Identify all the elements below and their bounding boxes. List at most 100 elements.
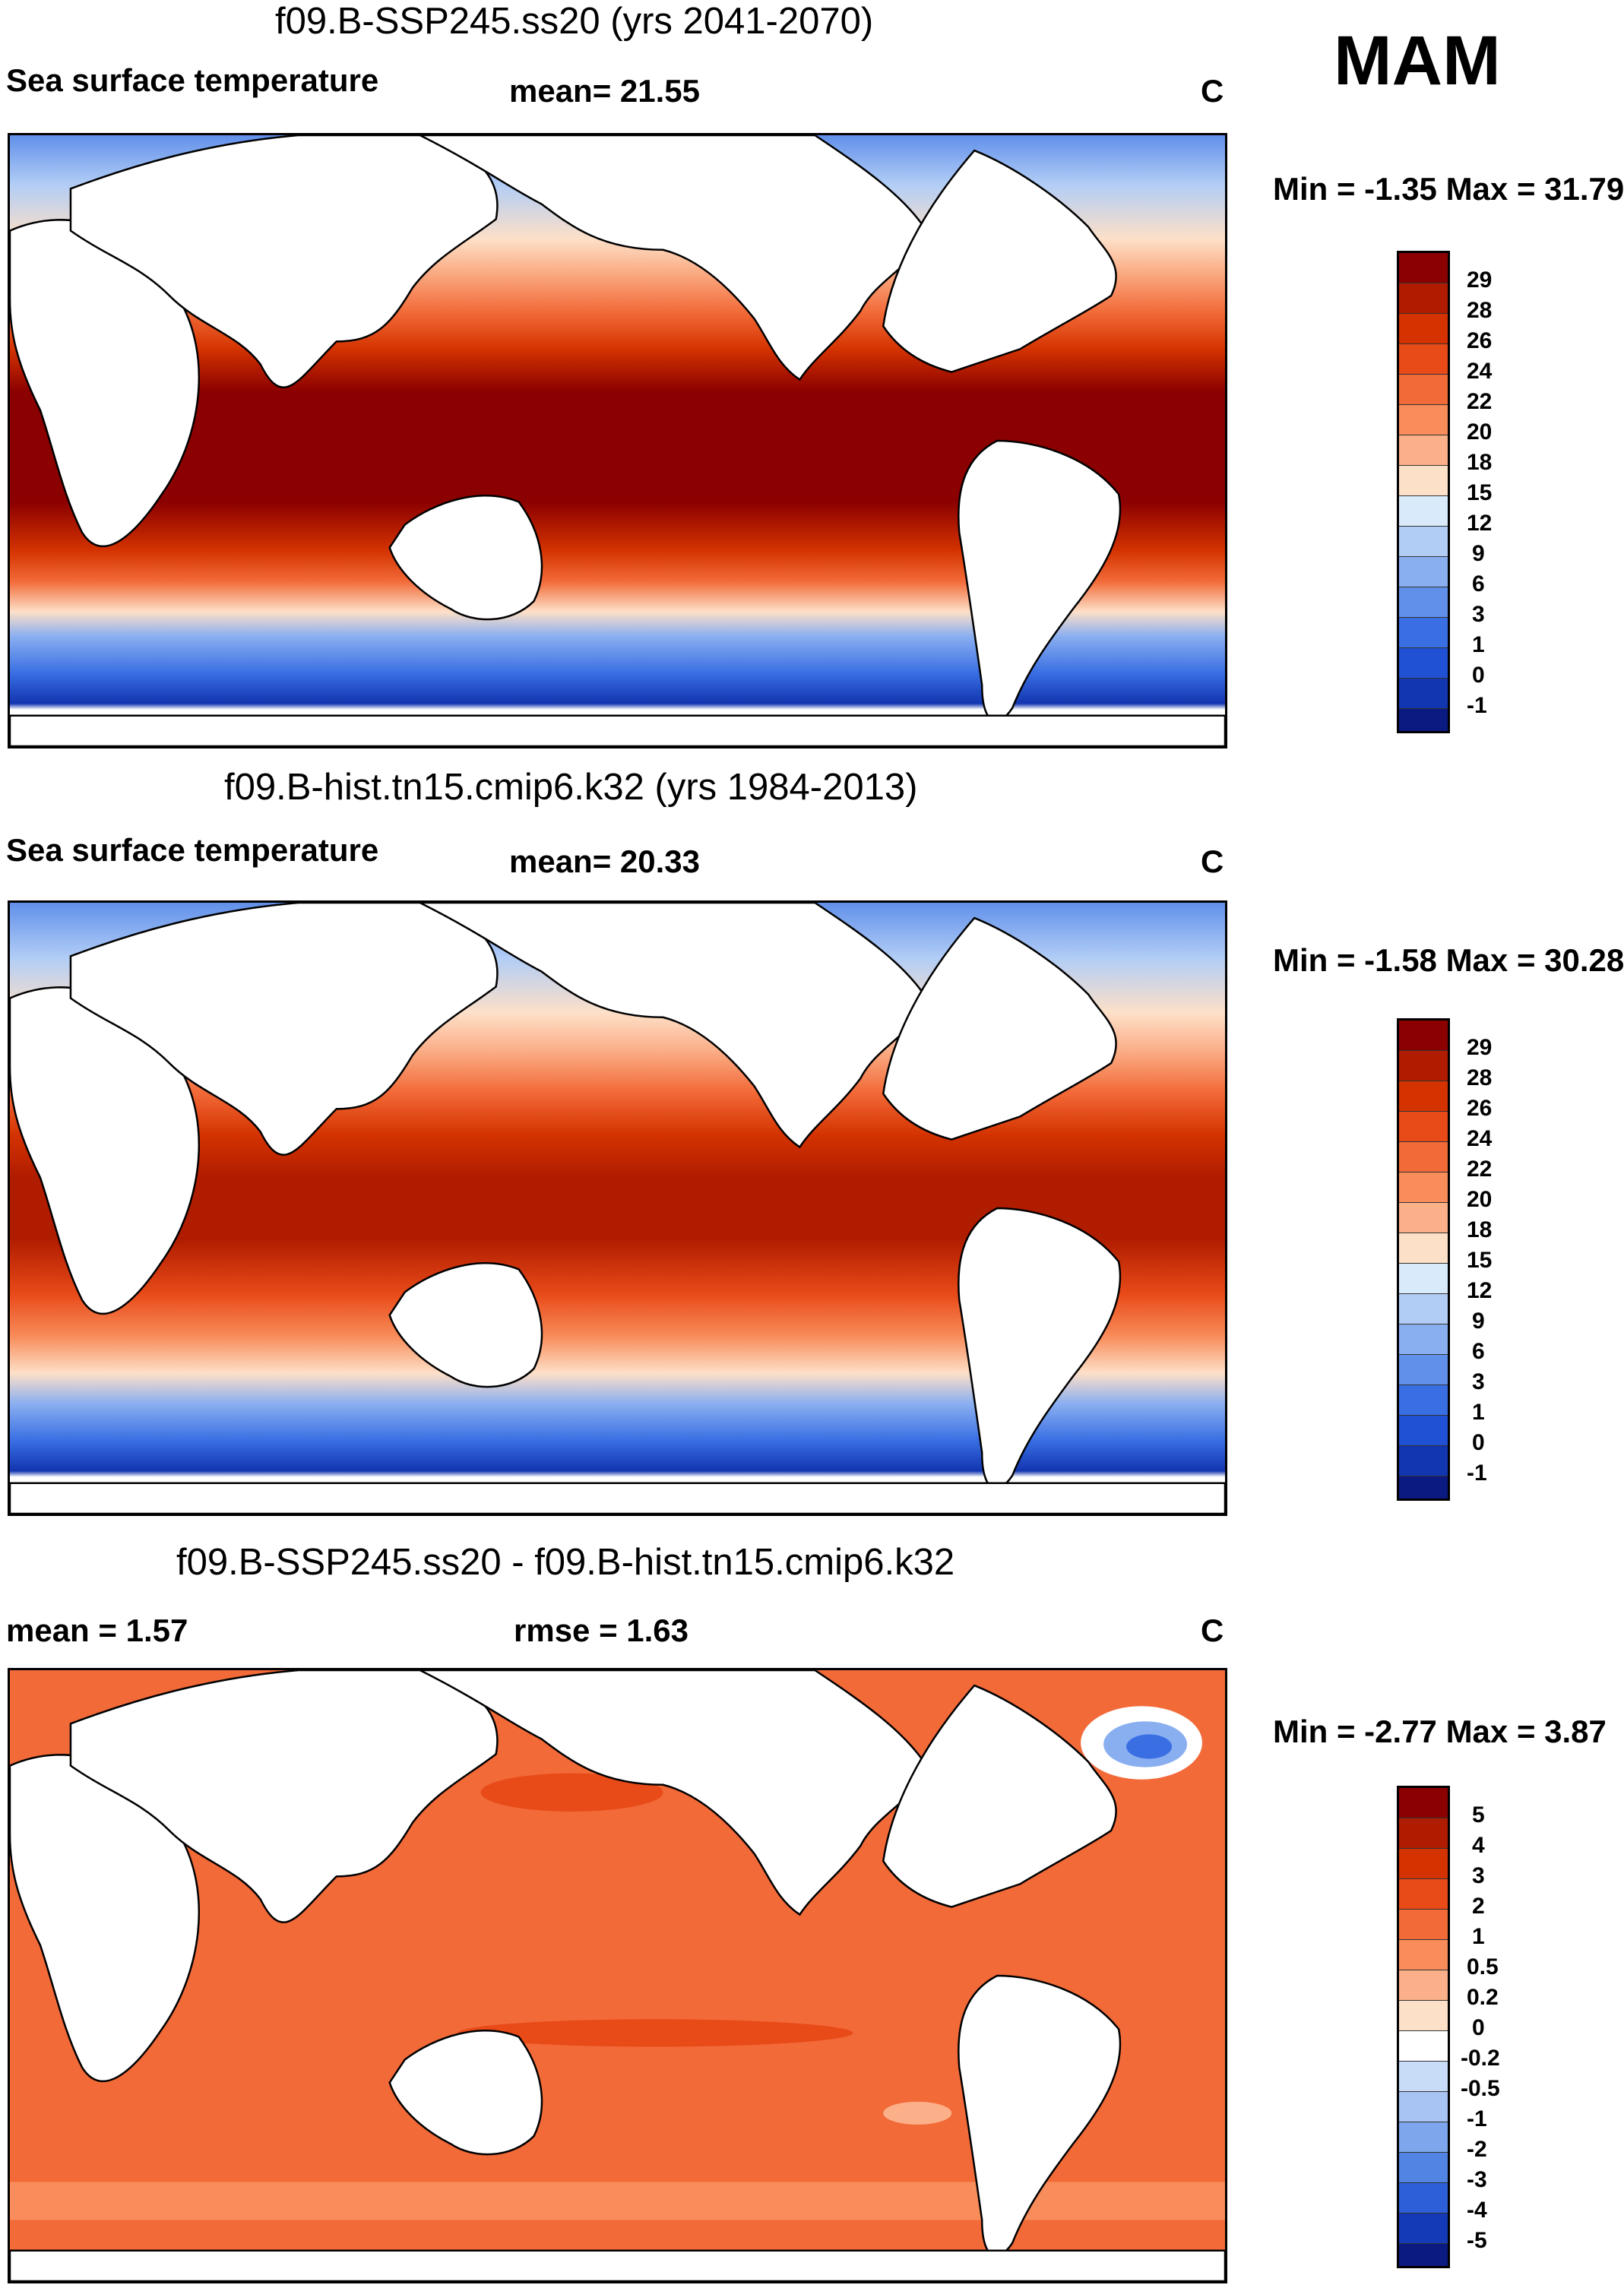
colorbar-tick-label: -0.2 bbox=[1461, 2046, 1500, 2071]
colorbar-swatch bbox=[1399, 527, 1448, 557]
colorbar-tick-label: 12 bbox=[1467, 511, 1493, 536]
colorbar-tick-label: -2 bbox=[1467, 2137, 1487, 2162]
panel2-variable-label: Sea surface temperature bbox=[6, 832, 379, 868]
colorbar-swatch bbox=[1399, 253, 1448, 283]
colorbar-swatch bbox=[1399, 648, 1448, 679]
colorbar-swatch bbox=[1399, 2122, 1448, 2153]
colorbar-tick-label: -1 bbox=[1467, 693, 1487, 718]
panel3-map-svg bbox=[10, 1670, 1225, 2281]
colorbar-swatch bbox=[1399, 405, 1448, 435]
colorbar-swatch bbox=[1399, 1416, 1448, 1446]
colorbar-tick-label: 0 bbox=[1472, 663, 1485, 688]
colorbar-tick-label: 22 bbox=[1467, 1157, 1493, 1182]
colorbar-swatch bbox=[1399, 618, 1448, 648]
colorbar-swatch bbox=[1399, 466, 1448, 496]
colorbar-tick-label: 18 bbox=[1467, 1217, 1493, 1242]
colorbar-tick-label: 26 bbox=[1467, 1096, 1493, 1121]
colorbar-tick-label: 2 bbox=[1472, 1894, 1485, 1919]
colorbar-swatch bbox=[1399, 1051, 1448, 1081]
colorbar-tick-label: -5 bbox=[1467, 2228, 1487, 2253]
colorbar-tick-label: 1 bbox=[1472, 1924, 1485, 1949]
panel3-rmse-label: rmse = 1.63 bbox=[514, 1612, 689, 1648]
colorbar-swatch bbox=[1399, 1355, 1448, 1385]
panel3-mean-label: mean = 1.57 bbox=[6, 1612, 188, 1648]
colorbar-swatch bbox=[1399, 1142, 1448, 1172]
panel2-map-svg bbox=[10, 903, 1225, 1514]
panel3-map bbox=[8, 1668, 1227, 2283]
colorbar-swatch bbox=[1399, 496, 1448, 527]
colorbar-tick-label: 0.2 bbox=[1467, 1985, 1499, 2010]
colorbar-tick-label: 4 bbox=[1472, 1833, 1485, 1858]
colorbar-tick-label: -1 bbox=[1467, 2106, 1487, 2131]
colorbar-tick-label: 6 bbox=[1472, 571, 1485, 597]
panel1-range-label: Min = -1.35 Max = 31.79 bbox=[1273, 171, 1624, 207]
panel1-map bbox=[8, 133, 1227, 748]
colorbar-tick-label: 28 bbox=[1467, 298, 1493, 323]
panel1-colorbar bbox=[1397, 251, 1450, 733]
colorbar-swatch bbox=[1399, 1294, 1448, 1324]
colorbar-swatch bbox=[1399, 1818, 1448, 1849]
panel2-range-label: Min = -1.58 Max = 30.28 bbox=[1273, 942, 1624, 978]
panel3-title: f09.B-SSP245.ss20 - f09.B-hist.tn15.cmip… bbox=[176, 1542, 955, 1583]
colorbar-tick-label: 18 bbox=[1467, 450, 1493, 475]
colorbar-swatch bbox=[1399, 1203, 1448, 1233]
panel1-variable-label: Sea surface temperature bbox=[6, 62, 379, 98]
colorbar-swatch bbox=[1399, 2092, 1448, 2122]
colorbar-tick-label: -4 bbox=[1467, 2198, 1487, 2223]
panel2-unit-label: C bbox=[1201, 843, 1224, 879]
panel2-mean-label: mean= 20.33 bbox=[509, 843, 701, 879]
colorbar-tick-label: 29 bbox=[1467, 1035, 1493, 1060]
colorbar-swatch bbox=[1399, 1324, 1448, 1355]
colorbar-tick-label: 5 bbox=[1472, 1802, 1485, 1828]
colorbar-swatch bbox=[1399, 1112, 1448, 1142]
colorbar-tick-label: 3 bbox=[1472, 1863, 1485, 1888]
colorbar-swatch bbox=[1399, 2214, 1448, 2244]
colorbar-swatch bbox=[1399, 2153, 1448, 2183]
colorbar-swatch bbox=[1399, 1233, 1448, 1264]
colorbar-swatch bbox=[1399, 1910, 1448, 1940]
colorbar-tick-label: -1 bbox=[1467, 1460, 1487, 1486]
colorbar-swatch bbox=[1399, 1446, 1448, 1476]
colorbar-swatch bbox=[1399, 1940, 1448, 1970]
panel1-title: f09.B-SSP245.ss20 (yrs 2041-2070) bbox=[275, 1, 874, 42]
colorbar-tick-label: 26 bbox=[1467, 328, 1493, 353]
colorbar-swatch bbox=[1399, 1172, 1448, 1203]
colorbar-tick-label: 15 bbox=[1467, 480, 1493, 505]
colorbar-swatch bbox=[1399, 709, 1448, 731]
colorbar-swatch bbox=[1399, 1970, 1448, 2001]
colorbar-tick-label: 15 bbox=[1467, 1248, 1493, 1273]
colorbar-tick-label: 3 bbox=[1472, 1369, 1485, 1394]
colorbar-tick-label: -0.5 bbox=[1461, 2076, 1500, 2101]
colorbar-swatch bbox=[1399, 679, 1448, 709]
colorbar-swatch bbox=[1399, 2062, 1448, 2092]
colorbar-swatch bbox=[1399, 557, 1448, 587]
panel3-colorbar bbox=[1397, 1786, 1450, 2268]
colorbar-swatch bbox=[1399, 1021, 1448, 1051]
colorbar-tick-label: 6 bbox=[1472, 1339, 1485, 1364]
panel2-title: f09.B-hist.tn15.cmip6.k32 (yrs 1984-2013… bbox=[224, 767, 918, 808]
colorbar-tick-label: -3 bbox=[1467, 2167, 1487, 2192]
colorbar-swatch bbox=[1399, 1081, 1448, 1112]
colorbar-swatch bbox=[1399, 1385, 1448, 1416]
colorbar-swatch bbox=[1399, 2001, 1448, 2031]
colorbar-tick-label: 0 bbox=[1472, 1430, 1485, 1455]
colorbar-swatch bbox=[1399, 1849, 1448, 1879]
colorbar-tick-label: 1 bbox=[1472, 632, 1485, 657]
colorbar-tick-label: 22 bbox=[1467, 389, 1493, 414]
colorbar-tick-label: 29 bbox=[1467, 267, 1493, 293]
colorbar-swatch bbox=[1399, 1788, 1448, 1818]
panel1-map-svg bbox=[10, 135, 1225, 746]
panel3-unit-label: C bbox=[1201, 1612, 1224, 1648]
colorbar-swatch bbox=[1399, 344, 1448, 375]
colorbar-tick-label: 0.5 bbox=[1467, 1954, 1499, 1979]
colorbar-swatch bbox=[1399, 375, 1448, 405]
panel2-map bbox=[8, 900, 1227, 1516]
colorbar-tick-label: 24 bbox=[1467, 359, 1493, 384]
colorbar-tick-label: 0 bbox=[1472, 2015, 1485, 2040]
colorbar-tick-label: 20 bbox=[1467, 1187, 1493, 1212]
colorbar-swatch bbox=[1399, 1476, 1448, 1498]
panel1-mean-label: mean= 21.55 bbox=[509, 73, 701, 109]
colorbar-tick-label: 3 bbox=[1472, 602, 1485, 627]
colorbar-tick-label: 9 bbox=[1472, 541, 1485, 566]
colorbar-swatch bbox=[1399, 587, 1448, 618]
